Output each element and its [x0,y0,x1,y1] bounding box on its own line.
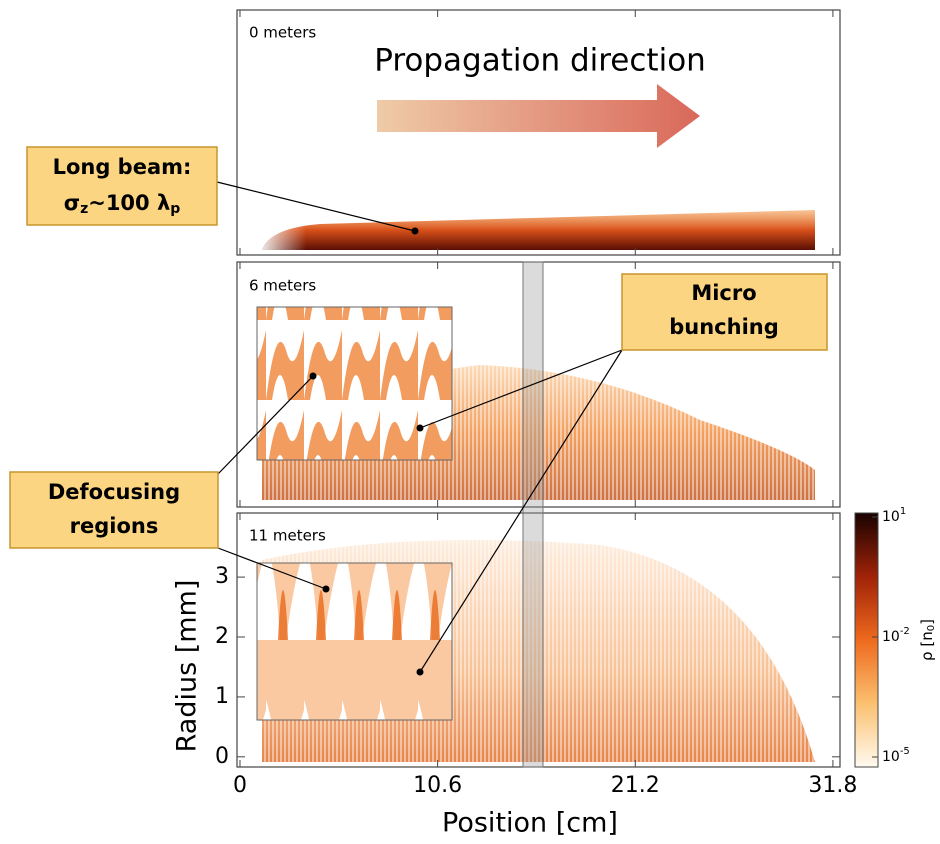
callout-text: σz~100 λp [64,191,181,217]
colorbar-tick-exp: -5 [900,746,910,757]
subscript: z [80,201,88,217]
x-tick-label: 10.6 [413,773,462,798]
callout-text: Micro [691,281,756,305]
colorbar-tick-label: 101 [882,506,906,525]
colorbar-tick-base: 10 [882,509,900,525]
direction-arrow [377,84,700,148]
colorbar-label-text: ρ [n [918,631,936,661]
callout-text: Long beam: [53,155,192,179]
x-tick-label: 31.8 [808,773,857,798]
leader-line [419,349,623,429]
y-tick-label: 0 [215,744,229,769]
leader-line [216,181,416,232]
leader-line [217,547,327,590]
callout-box [26,146,218,226]
y-tick-label: 2 [215,624,229,649]
sigma: σ [64,191,80,215]
arrow-label: Propagation direction [374,43,706,79]
colorbar-tick-base: 10 [882,629,900,645]
x-tick-label: 21.2 [611,773,660,798]
callout-box [9,471,219,549]
panel-0m: 0 meters Propagation direction [236,9,841,256]
panel-label: 11 meters [249,527,326,545]
leader-line [217,375,314,475]
leader-line [419,349,623,673]
colorbar-tick-label: 10-5 [882,746,910,765]
colorbar-label: ρ [n0] [918,619,938,661]
highlight-band [522,261,544,768]
colorbar [854,512,879,768]
leader-dot [411,227,419,235]
leader-dot [416,668,424,676]
beam-fade [262,210,815,250]
panel-11m: 11 meters [236,512,841,768]
y-tick-label: 1 [215,684,229,709]
panel-label: 6 meters [249,277,316,295]
callout-long-beam: Long beam: σz~100 λp [26,146,419,235]
callout-text: regions [70,514,159,538]
colorbar-tick-exp: -2 [900,626,910,637]
leader-dot [322,585,330,593]
leader-dot [309,372,317,380]
panel-label: 0 meters [249,24,316,42]
callout-defocus: Defocusing regions [9,372,330,593]
inset [256,306,453,461]
colorbar-tick-base: 10 [882,749,900,765]
y-tick-label: 3 [215,564,229,589]
colorbar-tick-exp: 1 [900,506,906,517]
callout-text: bunching [669,315,779,339]
colorbar-tick-label: 10-2 [882,626,910,645]
panel-6m: 6 meters [236,261,841,508]
y-axis-label: Radius [mm] [172,580,203,753]
subscript: 0 [926,625,937,631]
inset [256,562,453,721]
colorbar-label-end: ] [918,619,936,625]
x-tick-label: 0 [233,773,247,798]
callout-text: Defocusing [48,480,180,504]
x-axis-label: Position [cm] [442,808,618,839]
panel-frame [236,9,841,256]
sigma-text: ~100 λ [88,191,170,215]
subscript: p [170,201,180,217]
leader-dot [416,424,424,432]
callout-micro: Micro bunching [416,273,828,676]
callout-box [621,273,828,351]
